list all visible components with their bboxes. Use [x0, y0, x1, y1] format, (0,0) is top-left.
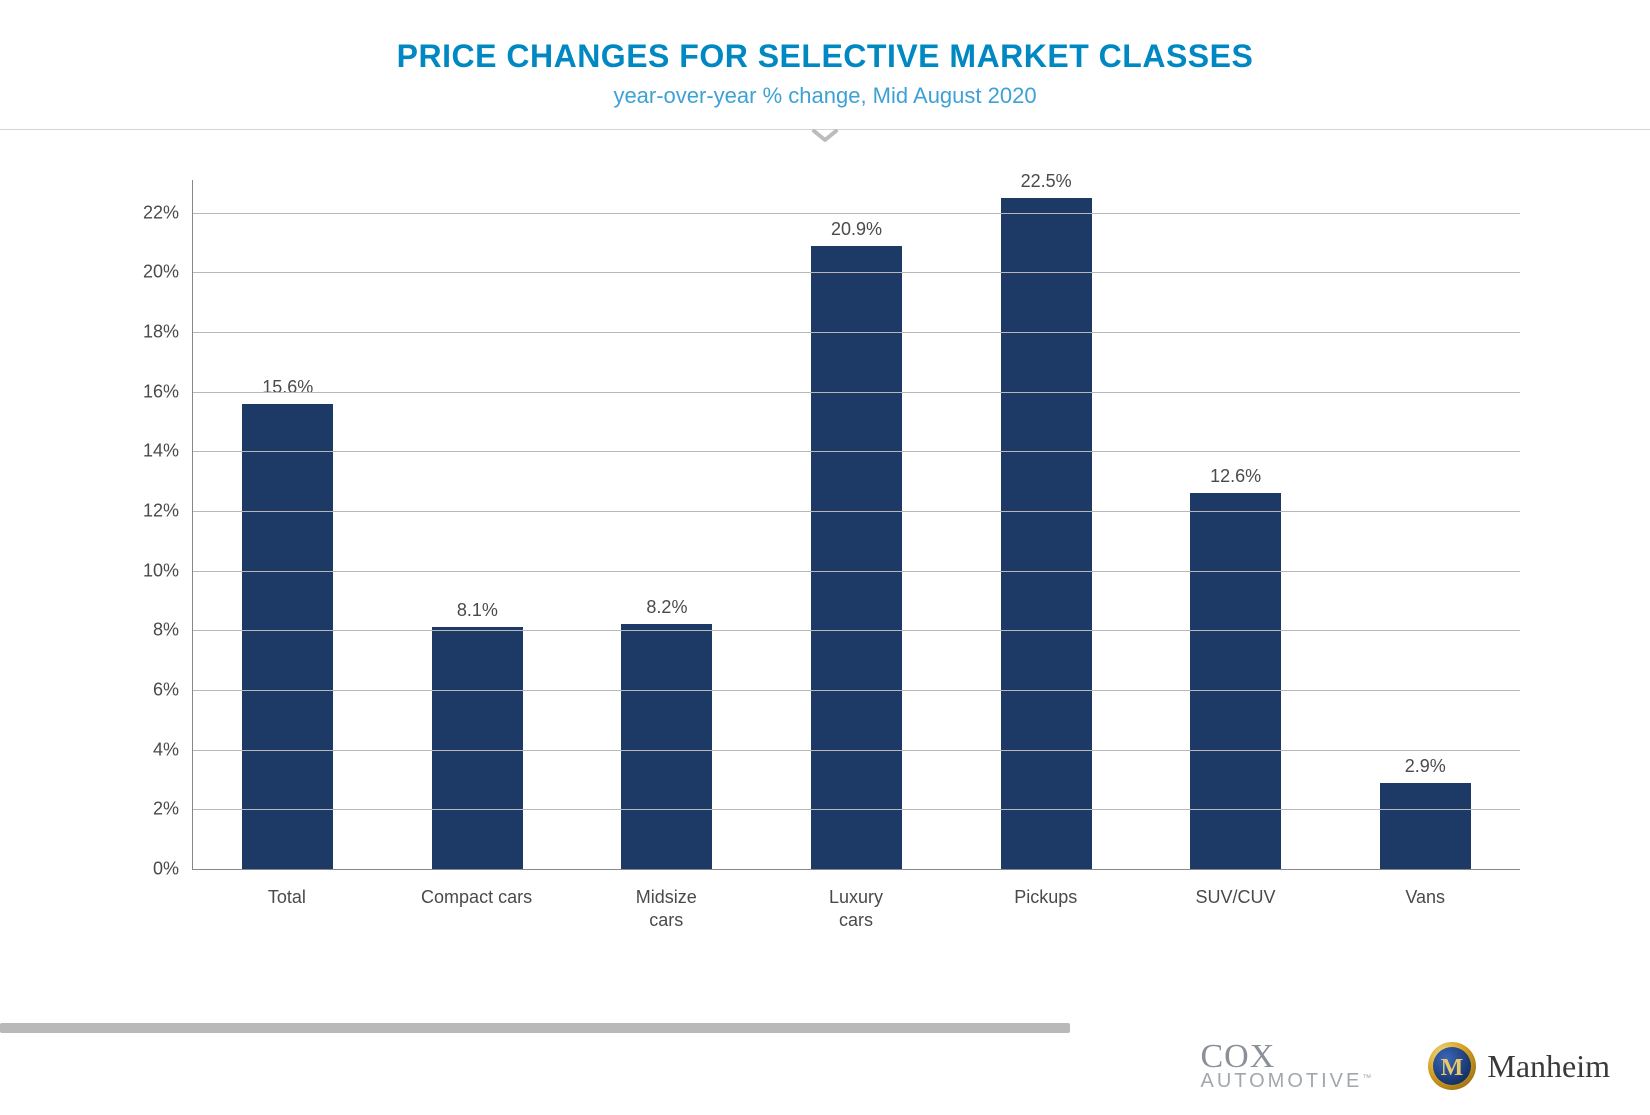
y-tick-label: 12%	[143, 501, 193, 522]
gridline	[193, 511, 1520, 512]
bar-value-label: 8.2%	[646, 597, 687, 618]
bar-value-label: 12.6%	[1210, 466, 1261, 487]
svg-text:M: M	[1441, 1055, 1464, 1081]
gridline	[193, 690, 1520, 691]
gridline	[193, 630, 1520, 631]
manheim-badge-icon: M	[1427, 1041, 1477, 1091]
bar-slot: 2.9%	[1330, 180, 1520, 869]
x-tick-label: Total	[192, 874, 382, 930]
gridline	[193, 213, 1520, 214]
x-tick-label: Vans	[1330, 874, 1520, 930]
y-tick-label: 8%	[153, 620, 193, 641]
x-tick-label: Luxurycars	[761, 874, 951, 930]
bar-value-label: 20.9%	[831, 219, 882, 240]
bars-container: 15.6% 8.1% 8.2% 20.9% 22.5% 12.6% 2.9%	[193, 180, 1520, 869]
y-tick-label: 2%	[153, 799, 193, 820]
x-axis-labels: TotalCompact carsMidsizecarsLuxurycarsPi…	[192, 874, 1520, 930]
gridline	[193, 332, 1520, 333]
chevron-down-icon	[811, 127, 839, 145]
bar: 15.6%	[242, 404, 333, 869]
bar-chart: 15.6% 8.1% 8.2% 20.9% 22.5% 12.6% 2.9% 0% 2% 4% 6…	[120, 170, 1530, 930]
gridline	[193, 272, 1520, 273]
bar-slot: 20.9%	[762, 180, 952, 869]
y-tick-label: 14%	[143, 441, 193, 462]
chart-subtitle: year-over-year % change, Mid August 2020	[0, 83, 1650, 109]
gridline	[193, 571, 1520, 572]
y-tick-label: 20%	[143, 262, 193, 283]
bar: 22.5%	[1001, 198, 1092, 869]
bar: 20.9%	[811, 246, 902, 869]
cox-logo-line2: AUTOMOTIVE	[1200, 1070, 1362, 1092]
bar-slot: 12.6%	[1141, 180, 1331, 869]
y-tick-label: 18%	[143, 322, 193, 343]
bar-value-label: 2.9%	[1405, 756, 1446, 777]
bar: 8.1%	[432, 627, 523, 869]
bar-value-label: 22.5%	[1021, 171, 1072, 192]
bar-slot: 22.5%	[951, 180, 1141, 869]
footer: COX AUTOMOTIVE™	[0, 1007, 1650, 1097]
plot-area: 15.6%8.1%8.2%20.9%22.5%12.6%2.9% 0%2%4%6…	[192, 180, 1520, 870]
bar-slot: 8.1%	[383, 180, 573, 869]
bar: 8.2%	[621, 624, 712, 869]
manheim-logo-text: Manheim	[1487, 1048, 1610, 1085]
cox-logo-tm: ™	[1362, 1073, 1371, 1083]
y-tick-label: 0%	[153, 859, 193, 880]
bar-value-label: 8.1%	[457, 600, 498, 621]
bar: 2.9%	[1380, 783, 1471, 869]
x-tick-label: Midsizecars	[571, 874, 761, 930]
gridline	[193, 451, 1520, 452]
y-tick-label: 22%	[143, 202, 193, 223]
cox-automotive-logo: COX AUTOMOTIVE™	[1200, 1041, 1371, 1091]
footer-logos: COX AUTOMOTIVE™	[1200, 1041, 1610, 1091]
bar-slot: 15.6%	[193, 180, 383, 869]
scrollbar-track[interactable]	[0, 1023, 1070, 1033]
cox-logo-line2-wrap: AUTOMOTIVE™	[1200, 1072, 1371, 1091]
chart-header: PRICE CHANGES FOR SELECTIVE MARKET CLASS…	[0, 0, 1650, 109]
x-tick-label: Compact cars	[382, 874, 572, 930]
bar: 12.6%	[1190, 493, 1281, 869]
y-tick-label: 16%	[143, 381, 193, 402]
y-tick-label: 4%	[153, 739, 193, 760]
chart-title: PRICE CHANGES FOR SELECTIVE MARKET CLASS…	[0, 38, 1650, 75]
bar-value-label: 15.6%	[262, 377, 313, 398]
x-tick-label: Pickups	[951, 874, 1141, 930]
cox-logo-line1: COX	[1200, 1041, 1371, 1072]
y-tick-label: 6%	[153, 680, 193, 701]
header-divider	[0, 129, 1650, 130]
bar-slot: 8.2%	[572, 180, 762, 869]
manheim-logo: M Manheim	[1427, 1041, 1610, 1091]
y-tick-label: 10%	[143, 560, 193, 581]
gridline	[193, 392, 1520, 393]
gridline	[193, 750, 1520, 751]
x-tick-label: SUV/CUV	[1141, 874, 1331, 930]
gridline	[193, 809, 1520, 810]
